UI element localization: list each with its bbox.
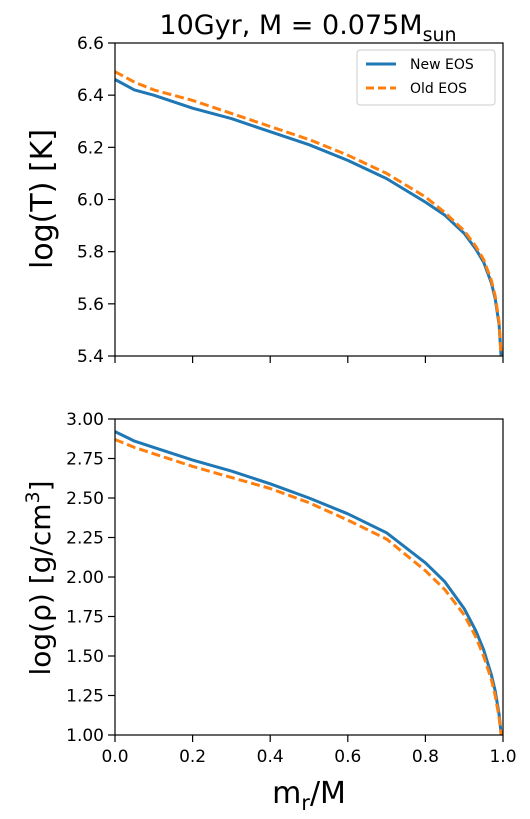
bottom-y-tick-label: 2.50	[66, 489, 104, 509]
top-y-tick-label: 5.6	[77, 295, 104, 315]
bottom-y-tick-label: 2.00	[66, 568, 104, 588]
top-y-tick-label: 5.4	[77, 347, 104, 367]
x-axis-label: mr/M	[272, 776, 346, 815]
top-y-axis-label: log(T) [K]	[25, 129, 60, 269]
top-y-ticks: 5.4 5.6 5.8 6.0 6.2 6.4 6.6	[77, 34, 115, 367]
bottom-series-old-eos-line	[114, 438, 503, 736]
top-series-group	[114, 70, 503, 357]
bottom-y-tick-label: 1.25	[66, 687, 104, 707]
bottom-x-ticks: 0.0 0.2 0.4 0.6 0.8 1.0	[101, 735, 517, 767]
figure-title: 10Gyr, M = 0.075Msun	[159, 10, 456, 46]
top-series-old-eos-line	[114, 70, 503, 357]
bottom-panel: 1.00 1.25 1.50 1.75 2.00 2.25 2.50 2.75 3.00 0.0…	[22, 410, 517, 815]
bottom-x-tick-label: 0.8	[412, 747, 439, 767]
bottom-x-tick-label: 0.4	[257, 747, 284, 767]
bottom-y-axis-label: log(ρ) [g/cm3]	[22, 480, 57, 675]
bottom-x-tick-label: 0.6	[334, 747, 361, 767]
legend-label-old-eos: Old EOS	[410, 81, 467, 97]
bottom-y-tick-label: 2.75	[66, 450, 104, 470]
top-y-tick-label: 6.4	[77, 86, 104, 106]
top-x-ticks	[114, 356, 504, 363]
bottom-y-ticks: 1.00 1.25 1.50 1.75 2.00 2.25 2.50 2.75 3.00	[66, 410, 115, 746]
bottom-x-tick-label: 1.0	[489, 747, 516, 767]
top-series-new-eos-line	[114, 78, 503, 357]
bottom-y-tick-label: 1.00	[66, 726, 104, 746]
bottom-series-new-eos-line	[114, 430, 503, 734]
bottom-y-tick-label: 1.75	[66, 608, 104, 628]
top-panel: 5.4 5.6 5.8 6.0 6.2 6.4 6.6 log(T) [K] New EOS…	[25, 34, 504, 367]
top-y-tick-label: 5.8	[77, 243, 104, 263]
top-y-tick-label: 6.0	[77, 191, 104, 211]
top-y-tick-label: 6.2	[77, 138, 104, 158]
top-y-tick-label: 6.6	[77, 34, 104, 54]
bottom-y-tick-label: 2.25	[66, 529, 104, 549]
legend-label-new-eos: New EOS	[410, 57, 474, 73]
bottom-x-tick-label: 0.2	[179, 747, 206, 767]
legend: New EOS Old EOS	[356, 49, 496, 106]
bottom-y-tick-label: 1.50	[66, 647, 104, 667]
bottom-x-tick-label: 0.0	[101, 747, 128, 767]
bottom-series-group	[114, 430, 503, 736]
bottom-axes-frame	[114, 418, 504, 736]
bottom-y-tick-label: 3.00	[66, 410, 104, 430]
